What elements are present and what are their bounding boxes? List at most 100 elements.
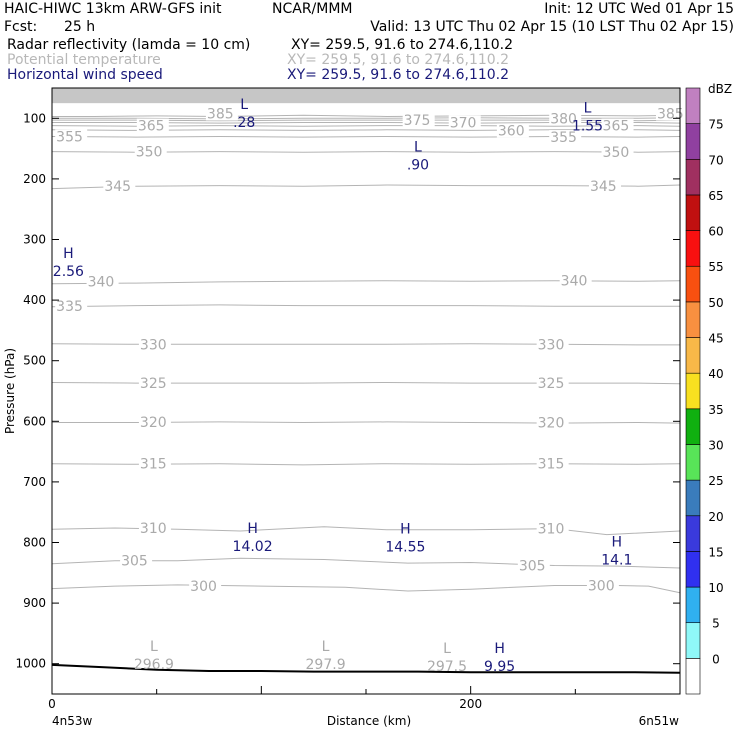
theta-label-bg bbox=[588, 179, 621, 194]
theta-label-bg bbox=[55, 129, 88, 144]
theta-extremum-value: 296.9 bbox=[134, 657, 174, 673]
init-time: Init: 12 UTC Wed 01 Apr 15 bbox=[544, 1, 734, 17]
theta-label: 380 bbox=[550, 111, 577, 127]
colorbar-swatch bbox=[685, 479, 701, 517]
theta-label: 305 bbox=[121, 554, 148, 570]
theta-extremum-value: 297.9 bbox=[306, 657, 346, 673]
theta-label-bg bbox=[134, 144, 167, 159]
colorbar-level-label: 45 bbox=[708, 332, 723, 346]
colorbar-level-label: 25 bbox=[708, 474, 723, 488]
colorbar-level-label: 70 bbox=[708, 153, 723, 167]
colorbar-swatch bbox=[685, 372, 701, 410]
theta-label: 350 bbox=[136, 145, 163, 161]
wind-extremum-value: .28 bbox=[233, 115, 255, 131]
theta-contour-355 bbox=[51, 135, 681, 138]
wind-extremum-letter: L bbox=[414, 139, 422, 155]
theta-label: 340 bbox=[88, 274, 115, 290]
forecast-hours: 25 h bbox=[64, 19, 96, 35]
field-wind-xy: XY= 259.5, 91.6 to 274.6,110.2 bbox=[287, 67, 510, 83]
theta-contour-345 bbox=[51, 184, 681, 190]
colorbar-level-label: 55 bbox=[708, 260, 723, 274]
wind-extremum-value: 14.02 bbox=[233, 539, 273, 555]
terrain-line bbox=[51, 663, 681, 674]
theta-label: 340 bbox=[561, 274, 588, 290]
theta-contour-380 bbox=[52, 117, 681, 120]
wind-extremum-letter: H bbox=[612, 534, 623, 550]
field-theta-xy: XY= 259.5, 91.6 to 274.6,110.2 bbox=[287, 52, 510, 68]
wind-extremum-value: 9.95 bbox=[484, 659, 515, 675]
theta-extremum-value: 297.5 bbox=[427, 659, 467, 675]
theta-label-bg bbox=[402, 113, 435, 128]
theta-label-bg bbox=[496, 123, 529, 138]
wind-extremum-letter: H bbox=[247, 521, 258, 537]
theta-extremum-letter: L bbox=[150, 639, 158, 655]
theta-label: 355 bbox=[550, 130, 577, 146]
valid-time: Valid: 13 UTC Thu 02 Apr 15 (10 LST Thu … bbox=[370, 19, 734, 35]
wind-extremum-letter: L bbox=[240, 97, 248, 113]
wind-extremum-letter: H bbox=[494, 641, 505, 657]
theta-label-bg bbox=[536, 376, 569, 391]
theta-label-bg bbox=[120, 553, 153, 568]
theta-label: 305 bbox=[519, 559, 546, 575]
y-tick-label: 600 bbox=[23, 414, 46, 428]
theta-label-bg bbox=[136, 118, 169, 133]
colorbar-level-label: 75 bbox=[708, 118, 723, 132]
theta-label: 365 bbox=[603, 119, 630, 135]
theta-contour-335 bbox=[51, 304, 680, 308]
colorbar-swatch bbox=[685, 586, 701, 624]
theta-label-bg bbox=[601, 118, 634, 133]
theta-label-bg bbox=[549, 111, 582, 126]
theta-label-bg bbox=[55, 299, 88, 314]
theta-label-bg bbox=[586, 578, 619, 593]
y-tick-label: 400 bbox=[23, 293, 46, 307]
theta-label-bg bbox=[536, 337, 569, 352]
theta-label: 350 bbox=[603, 145, 630, 161]
x-right-endpoint-label: 6n51w bbox=[639, 714, 680, 728]
colorbar-swatch bbox=[685, 123, 701, 160]
y-tick-label: 300 bbox=[23, 233, 46, 247]
colorbar-swatch bbox=[685, 658, 701, 695]
theta-label-bg bbox=[138, 414, 171, 429]
theta-label-bg bbox=[536, 521, 569, 536]
colorbar-swatch bbox=[685, 622, 701, 659]
wind-extremum-value: 1.55 bbox=[572, 119, 603, 135]
y-tick-label: 100 bbox=[23, 111, 46, 125]
colorbar-level-label: 15 bbox=[708, 545, 723, 559]
colorbar-swatch bbox=[685, 158, 701, 196]
wind-extremum-value: 14.1 bbox=[601, 552, 632, 568]
theta-label-bg bbox=[189, 579, 222, 594]
colorbar-swatch bbox=[685, 444, 701, 481]
colorbar-swatch bbox=[685, 551, 701, 588]
theta-extremum-letter: L bbox=[443, 641, 451, 657]
theta-label: 355 bbox=[56, 129, 83, 145]
y-tick-label: 200 bbox=[23, 172, 46, 186]
colorbar-swatch bbox=[685, 515, 701, 552]
colorbar-level-label: 40 bbox=[708, 367, 723, 381]
theta-label: 310 bbox=[140, 521, 167, 537]
theta-label: 330 bbox=[140, 337, 167, 353]
colorbar-unit: dBZ bbox=[708, 82, 732, 96]
theta-label: 375 bbox=[404, 113, 431, 129]
theta-label-bg bbox=[103, 179, 136, 194]
theta-label: 370 bbox=[450, 116, 477, 132]
x-tick-label: 0 bbox=[48, 697, 56, 711]
theta-label-bg bbox=[601, 145, 634, 160]
theta-label: 300 bbox=[588, 579, 615, 595]
theta-label-bg bbox=[138, 520, 171, 535]
x-axis-title: Distance (km) bbox=[327, 714, 411, 728]
colorbar-swatch bbox=[685, 194, 701, 231]
model-top-band bbox=[52, 88, 680, 104]
theta-label: 315 bbox=[140, 457, 167, 473]
theta-label-bg bbox=[138, 456, 171, 471]
colorbar-swatch bbox=[685, 230, 701, 267]
colorbar-level-label: 30 bbox=[708, 438, 723, 452]
wind-extremum-value: 14.55 bbox=[385, 540, 425, 556]
theta-contour-340 bbox=[51, 280, 681, 285]
colorbar-level-label: 20 bbox=[708, 510, 723, 524]
theta-label-bg bbox=[86, 274, 119, 289]
y-axis-title: Pressure (hPa) bbox=[3, 348, 17, 434]
theta-label: 310 bbox=[538, 522, 565, 538]
wind-extremum-value: 2.56 bbox=[53, 264, 84, 280]
theta-label: 320 bbox=[538, 416, 565, 432]
